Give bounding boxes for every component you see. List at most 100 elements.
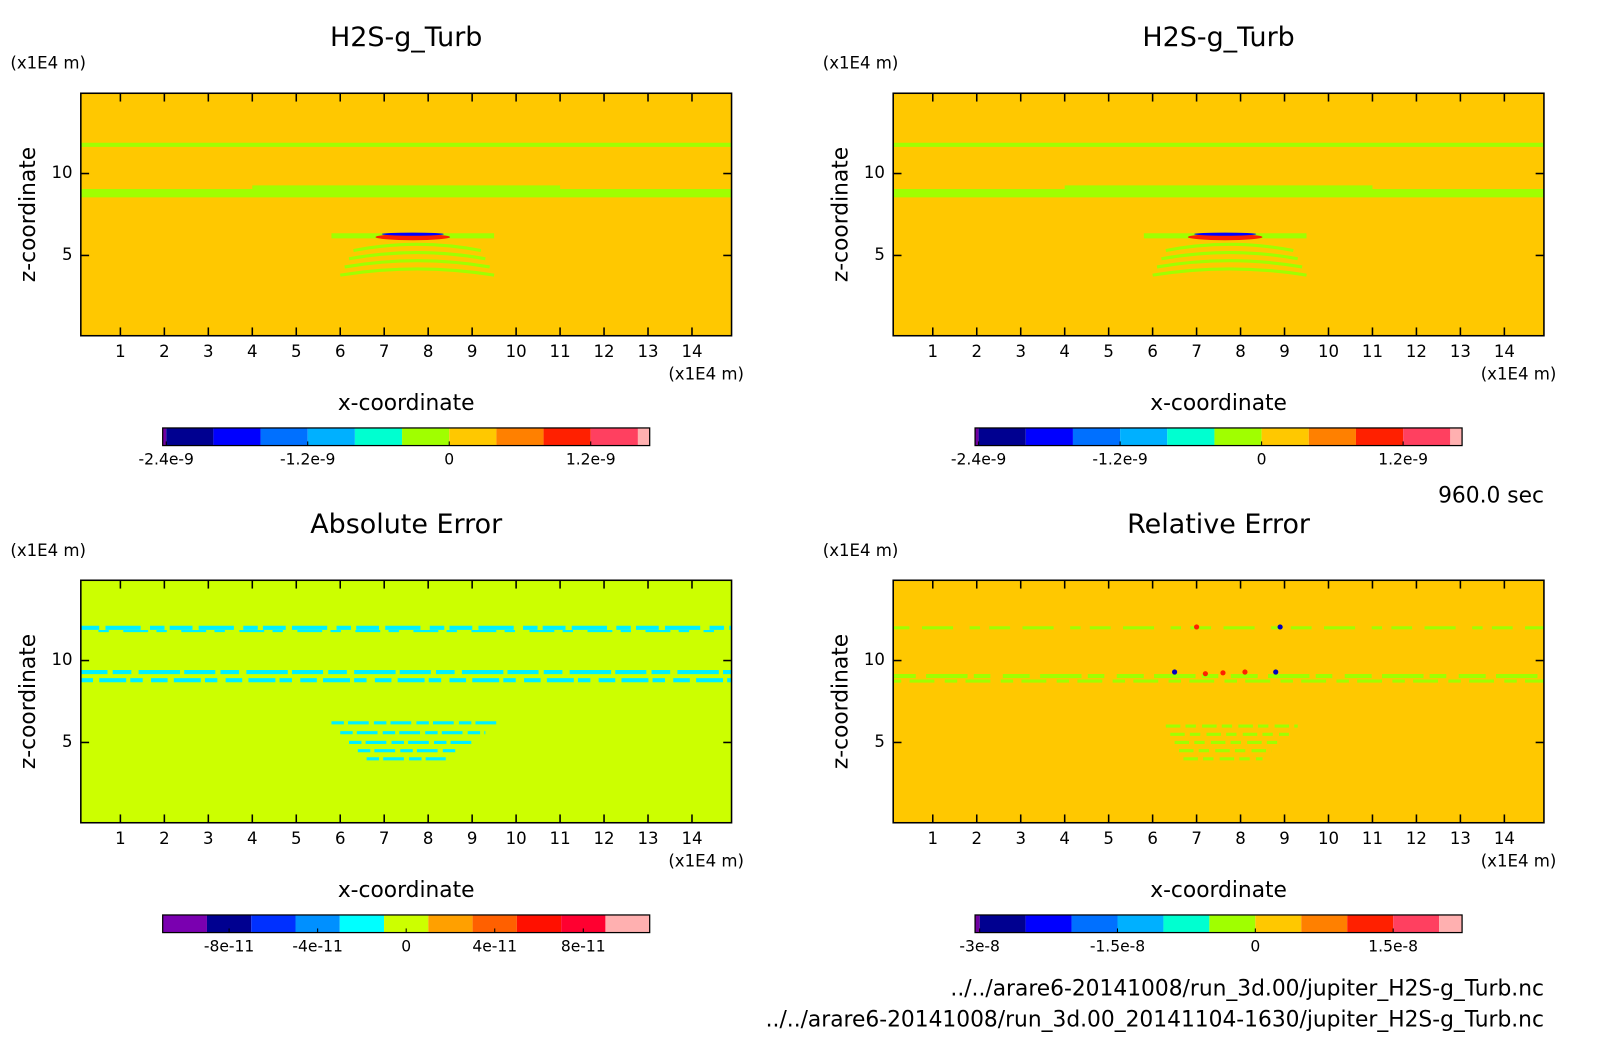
x-unit: (x1E4 m) xyxy=(1481,365,1557,384)
x-tick-label: 12 xyxy=(1406,829,1427,848)
colorbar-tick-label: -1.2e-9 xyxy=(280,451,335,469)
x-tick-label: 13 xyxy=(637,829,658,848)
x-tick-label: 5 xyxy=(1103,342,1114,361)
colorbar-segment xyxy=(260,427,308,446)
x-tick-label: 8 xyxy=(423,829,434,848)
colorbar-segment xyxy=(339,914,385,933)
x-tick-label: 9 xyxy=(467,342,478,361)
colorbar-segment xyxy=(516,914,562,933)
colorbar-segment xyxy=(162,427,167,446)
contour-spot xyxy=(1193,624,1200,630)
file-path: ../../arare6-20141008/run_3d.00_20141104… xyxy=(766,1008,1544,1033)
colorbar-tick-label: 1.2e-9 xyxy=(566,451,616,469)
x-tick-label: 8 xyxy=(1235,829,1246,848)
colorbar-frame xyxy=(974,914,1463,934)
colorbar-tick-label: 1.5e-8 xyxy=(1368,938,1418,956)
field xyxy=(80,625,732,761)
x-tick-label: 1 xyxy=(115,342,126,361)
colorbar-segment xyxy=(1071,914,1118,933)
contour-spot xyxy=(1242,669,1248,675)
contour-arc xyxy=(339,267,495,277)
x-tick-label: 3 xyxy=(203,829,214,848)
colorbar-tick-label: -8e-11 xyxy=(204,938,254,956)
colorbar-segment xyxy=(428,914,473,933)
x-tick-label: 11 xyxy=(550,829,571,848)
colorbar-segment xyxy=(1025,914,1072,933)
panel: Relative Error (x1E4 m) (x1E4 m) x-coordina… xyxy=(823,509,1557,956)
y-tick-label: 5 xyxy=(874,245,885,264)
x-tick-label: 10 xyxy=(1318,342,1339,361)
panel: H2S-g_Turb (x1E4 m) (x1E4 m) x-coordinate z-… xyxy=(10,22,744,469)
x-axis-label: x-coordinate xyxy=(1150,878,1287,903)
x-tick-label: 14 xyxy=(1494,342,1515,361)
x-tick-label: 3 xyxy=(1015,342,1026,361)
colorbar-tick-label: 0 xyxy=(1250,938,1260,956)
contour-spot xyxy=(1277,624,1283,630)
colorbar-segment xyxy=(496,427,544,446)
y-tick-label: 10 xyxy=(864,163,885,182)
x-tick-label: 2 xyxy=(159,342,170,361)
x-tick-label: 9 xyxy=(467,829,478,848)
x-tick-label: 8 xyxy=(423,342,434,361)
field-background xyxy=(893,580,1544,823)
x-tick-label: 13 xyxy=(1450,829,1471,848)
colorbar-segment xyxy=(1450,427,1463,446)
x-tick-label: 2 xyxy=(971,829,982,848)
panel: Absolute Error (x1E4 m) (x1E4 m) x-coordina… xyxy=(10,509,744,956)
x-tick-label: 1 xyxy=(115,829,126,848)
x-tick-label: 14 xyxy=(681,342,702,361)
field xyxy=(893,624,1544,761)
field-background xyxy=(80,93,732,336)
y-axis-label: z-coordinate xyxy=(16,634,41,769)
colorbar-tick-label: 8e-11 xyxy=(561,938,606,956)
x-tick-label: 11 xyxy=(550,342,571,361)
y-tick-label: 10 xyxy=(864,650,885,669)
y-tick-label: 10 xyxy=(51,650,72,669)
colorbar-segment xyxy=(637,427,650,446)
x-tick-label: 5 xyxy=(291,829,302,848)
colorbar-segment xyxy=(1261,427,1309,446)
x-tick-label: 4 xyxy=(247,342,258,361)
field-background xyxy=(893,93,1544,336)
contour-spot xyxy=(1202,671,1208,677)
contour-core xyxy=(381,232,444,236)
x-tick-label: 6 xyxy=(335,829,346,848)
x-tick-label: 7 xyxy=(379,829,390,848)
colorbar-segment xyxy=(1301,914,1348,933)
y-unit: (x1E4 m) xyxy=(823,541,899,560)
x-tick-label: 11 xyxy=(1362,829,1383,848)
colorbar-segment xyxy=(975,427,979,446)
contour-arc xyxy=(348,250,486,261)
colorbar-segment xyxy=(307,427,355,446)
y-axis-label: z-coordinate xyxy=(828,147,853,282)
y-axis-label: z-coordinate xyxy=(16,147,41,282)
y-unit: (x1E4 m) xyxy=(823,54,899,73)
contour-arc xyxy=(1161,250,1298,261)
colorbar-segment xyxy=(384,914,429,933)
panel-title: Relative Error xyxy=(1127,509,1311,540)
plot-frame xyxy=(892,92,1545,337)
colorbar-frame xyxy=(974,427,1463,447)
time-label: 960.0 sec xyxy=(1438,483,1544,508)
colorbar-tick-label: -2.4e-9 xyxy=(139,451,194,469)
x-tick-label: 4 xyxy=(247,829,258,848)
colorbar-segment xyxy=(975,914,980,933)
colorbar-tick-label: -1.2e-9 xyxy=(1092,451,1147,469)
colorbar-segment xyxy=(1167,427,1215,446)
colorbar-tick-label: 4e-11 xyxy=(472,938,517,956)
field-background xyxy=(80,580,732,823)
x-tick-label: 12 xyxy=(1406,342,1427,361)
x-tick-label: 5 xyxy=(291,342,302,361)
x-axis-label: x-coordinate xyxy=(338,878,475,903)
contour-arc xyxy=(353,242,482,253)
figure-content: 960.0 sec ../../arare6-20141008/run_3d.0… xyxy=(10,22,1556,1033)
colorbar-segment xyxy=(1255,914,1302,933)
contour-core xyxy=(375,233,451,241)
colorbar-segment xyxy=(1393,914,1440,933)
colorbar-segment xyxy=(1120,427,1168,446)
x-tick-label: 10 xyxy=(506,829,527,848)
contour-core xyxy=(1194,232,1257,236)
colorbar-segment xyxy=(1308,427,1356,446)
contour-spot xyxy=(1220,670,1226,676)
